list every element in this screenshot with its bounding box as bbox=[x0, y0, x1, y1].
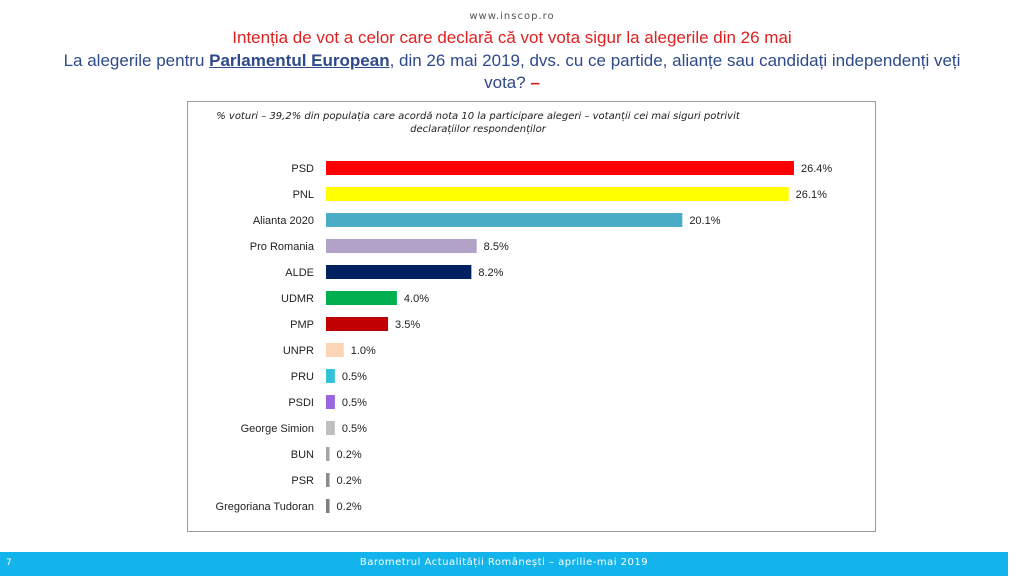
category-label-udmr: UDMR bbox=[281, 293, 314, 305]
question-highlight: Parlamentul European bbox=[209, 51, 390, 70]
bar-pru bbox=[326, 369, 335, 383]
bar-pro-romania bbox=[326, 239, 477, 253]
bar-alianta-2020 bbox=[326, 213, 683, 227]
chart-subtitle: % voturi – 39,2% din populația care acor… bbox=[216, 111, 740, 135]
bar-pmp bbox=[326, 317, 389, 331]
bar-alde bbox=[326, 265, 472, 279]
bar-bun bbox=[326, 447, 330, 461]
footer-edge bbox=[1008, 552, 1024, 576]
value-label-pmp: 3.5% bbox=[395, 319, 420, 331]
category-label-alianta-2020: Alianta 2020 bbox=[253, 215, 314, 227]
value-label-pnl: 26.1% bbox=[796, 189, 827, 201]
category-label-gregoriana-tudoran: Gregoriana Tudoran bbox=[216, 501, 314, 513]
value-label-psdi: 0.5% bbox=[342, 397, 367, 409]
value-label-unpr: 1.0% bbox=[351, 345, 376, 357]
category-label-psdi: PSDI bbox=[288, 397, 314, 409]
bar-psr bbox=[326, 473, 330, 487]
category-label-unpr: UNPR bbox=[283, 345, 314, 357]
value-label-gregoriana-tudoran: 0.2% bbox=[337, 501, 362, 513]
survey-question: La alegerile pentru Parlamentul European… bbox=[60, 50, 964, 94]
category-label-pru: PRU bbox=[291, 371, 314, 383]
bar-pnl bbox=[326, 187, 789, 201]
category-label-pro-romania: Pro Romania bbox=[250, 241, 315, 253]
site-url: www.inscop.ro bbox=[469, 11, 555, 22]
category-label-pmp: PMP bbox=[290, 319, 314, 331]
value-label-bun: 0.2% bbox=[337, 449, 362, 461]
bar-chart: PSD 26.4% PNL 26.1% Alianta 2020 20.1% Pro Rom… bbox=[216, 161, 832, 513]
footer-bar: 7 Barometrul Actualității Românești – ap… bbox=[0, 552, 1008, 576]
bar-psd bbox=[326, 161, 794, 175]
bar-george-simion bbox=[326, 421, 335, 435]
question-text-pre: La alegerile pentru bbox=[63, 51, 210, 70]
page-number: 7 bbox=[6, 558, 12, 568]
bar-udmr bbox=[326, 291, 397, 305]
category-label-pnl: PNL bbox=[293, 189, 314, 201]
value-label-udmr: 4.0% bbox=[404, 293, 429, 305]
question-dash: – bbox=[530, 73, 540, 92]
value-label-psd: 26.4% bbox=[801, 163, 832, 175]
bar-unpr bbox=[326, 343, 344, 357]
value-label-alde: 8.2% bbox=[478, 267, 503, 279]
bar-psdi bbox=[326, 395, 335, 409]
page-title: Intenția de vot a celor care declară că … bbox=[232, 28, 792, 47]
chart-panel: % voturi – 39,2% din populația care acor… bbox=[187, 101, 876, 532]
bar-gregoriana-tudoran bbox=[326, 499, 330, 513]
value-label-alianta-2020: 20.1% bbox=[689, 215, 720, 227]
category-label-bun: BUN bbox=[291, 449, 314, 461]
category-label-george-simion: George Simion bbox=[241, 423, 314, 435]
value-label-george-simion: 0.5% bbox=[342, 423, 367, 435]
category-label-psr: PSR bbox=[291, 475, 314, 487]
value-label-pro-romania: 8.5% bbox=[484, 241, 509, 253]
category-label-alde: ALDE bbox=[285, 267, 314, 279]
question-text-post: , din 26 mai 2019, dvs. cu ce partide, a… bbox=[389, 51, 961, 92]
footer-text: Barometrul Actualității Românești – apri… bbox=[359, 557, 649, 568]
category-label-psd: PSD bbox=[291, 163, 314, 175]
value-label-psr: 0.2% bbox=[337, 475, 362, 487]
value-label-pru: 0.5% bbox=[342, 371, 367, 383]
